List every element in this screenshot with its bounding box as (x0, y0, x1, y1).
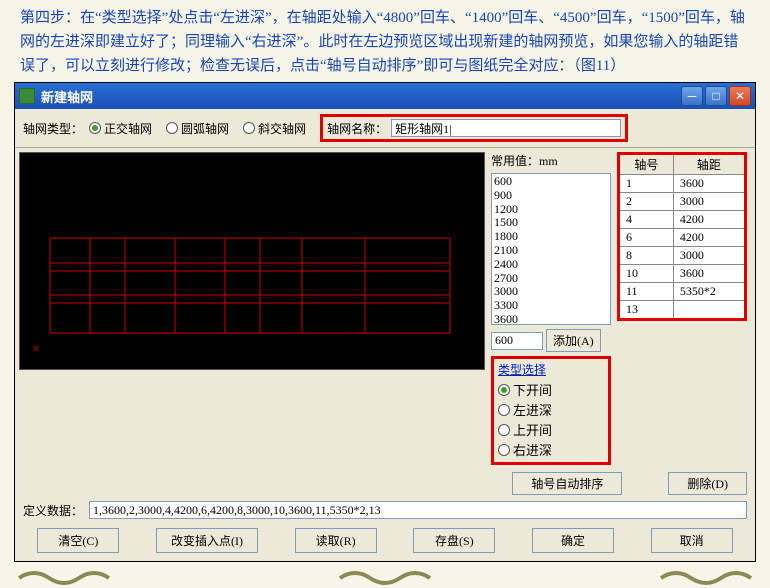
radio-right-depth[interactable]: 右进深 (498, 440, 604, 459)
common-value-item[interactable]: 2100 (494, 244, 608, 258)
titlebar: 新建轴网 ─ □ ✕ (15, 83, 755, 109)
instruction-text: 第四步：在“类型选择”处点击“左进深”，在轴距处输入“4800”回车、“1400… (0, 0, 770, 82)
radio-bottom-span[interactable]: 下开间 (498, 380, 604, 399)
dialog-window: 新建轴网 ─ □ ✕ 轴网类型： 正交轴网 圆弧轴网 斜交轴网 轴网名称： (14, 82, 756, 562)
add-button[interactable]: 添加(A) (546, 329, 601, 352)
table-row[interactable]: 44200 (619, 211, 746, 229)
cancel-button[interactable]: 取消 (651, 528, 733, 553)
grid-type-label: 轴网类型： (23, 120, 83, 137)
common-values-label: 常用值：mm (491, 152, 611, 169)
radio-left-depth[interactable]: 左进深 (498, 400, 604, 419)
grid-name-label: 轴网名称： (327, 120, 387, 137)
preview-grid-svg: × (20, 153, 490, 371)
add-value-input[interactable] (491, 332, 543, 350)
table-row[interactable]: 13600 (619, 175, 746, 193)
common-value-item[interactable]: 3300 (494, 299, 608, 313)
define-data-input[interactable] (89, 501, 747, 519)
grid-preview: × (19, 152, 485, 370)
axis-table[interactable]: 轴号轴距 13600230004420064200830001036001153… (617, 152, 747, 321)
clear-button[interactable]: 清空(C) (37, 528, 119, 553)
toolbar: 轴网类型： 正交轴网 圆弧轴网 斜交轴网 轴网名称： (15, 109, 755, 148)
common-value-item[interactable]: 2400 (494, 258, 608, 272)
table-row[interactable]: 23000 (619, 193, 746, 211)
radio-ortho[interactable]: 正交轴网 (89, 120, 152, 137)
app-icon (19, 88, 35, 104)
common-value-item[interactable]: 900 (494, 189, 608, 203)
svg-text:×: × (32, 342, 40, 357)
read-button[interactable]: 读取(R) (295, 528, 377, 553)
common-value-item[interactable]: 2700 (494, 272, 608, 286)
window-title: 新建轴网 (41, 87, 681, 106)
radio-arc[interactable]: 圆弧轴网 (166, 120, 229, 137)
common-value-item[interactable]: 600 (494, 175, 608, 189)
grid-name-box: 轴网名称： (320, 114, 628, 142)
radio-top-span[interactable]: 上开间 (498, 420, 604, 439)
grid-name-input[interactable] (391, 119, 621, 137)
table-row[interactable]: 115350*2 (619, 283, 746, 301)
type-select-header: 类型选择 (498, 361, 604, 378)
decorative-flourish (0, 562, 770, 588)
radio-skew[interactable]: 斜交轴网 (243, 120, 306, 137)
common-value-item[interactable]: 1200 (494, 203, 608, 217)
table-row[interactable]: 103600 (619, 265, 746, 283)
table-row[interactable]: 64200 (619, 229, 746, 247)
common-value-item[interactable]: 3000 (494, 285, 608, 299)
table-row[interactable]: 13 (619, 301, 746, 320)
type-select-box: 类型选择 下开间 左进深 上开间 右进深 (491, 356, 611, 465)
ok-button[interactable]: 确定 (532, 528, 614, 553)
axis-col-dist: 轴距 (673, 154, 745, 175)
maximize-button[interactable]: □ (705, 86, 727, 106)
change-insert-button[interactable]: 改变插入点(I) (156, 528, 258, 553)
common-value-item[interactable]: 1800 (494, 230, 608, 244)
save-button[interactable]: 存盘(S) (413, 528, 495, 553)
close-button[interactable]: ✕ (729, 86, 751, 106)
common-value-item[interactable]: 1500 (494, 216, 608, 230)
axis-col-num: 轴号 (619, 154, 674, 175)
table-row[interactable]: 83000 (619, 247, 746, 265)
common-value-item[interactable]: 3600 (494, 313, 608, 325)
autosort-button[interactable]: 轴号自动排序 (512, 472, 622, 495)
delete-button[interactable]: 删除(D) (668, 472, 747, 495)
define-data-label: 定义数据： (23, 502, 83, 519)
common-values-list[interactable]: 6009001200150018002100240027003000330036… (491, 173, 611, 325)
minimize-button[interactable]: ─ (681, 86, 703, 106)
